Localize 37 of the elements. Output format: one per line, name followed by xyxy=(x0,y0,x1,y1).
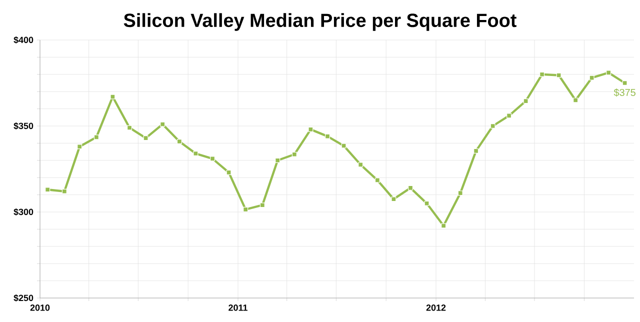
point xyxy=(341,143,346,148)
point xyxy=(490,123,496,128)
point xyxy=(506,113,512,118)
x-tick-label: 2010 xyxy=(30,304,50,311)
point xyxy=(77,144,82,150)
point xyxy=(523,98,528,104)
point xyxy=(275,158,280,163)
point xyxy=(127,125,132,130)
point xyxy=(292,152,297,157)
point xyxy=(210,156,216,162)
y-tick-label: $300 xyxy=(14,208,34,216)
point xyxy=(62,188,67,194)
point xyxy=(441,223,446,228)
y-tick-label: $350 xyxy=(14,122,34,130)
point xyxy=(556,72,562,78)
point xyxy=(424,200,430,206)
point xyxy=(458,190,463,196)
point xyxy=(325,134,330,139)
annotation: $375 xyxy=(614,88,636,97)
x-tick-label: 2011 xyxy=(228,304,248,311)
point xyxy=(160,122,166,127)
point xyxy=(474,148,479,154)
point xyxy=(110,94,116,100)
y-tick-label: $250 xyxy=(14,294,34,302)
point xyxy=(243,206,248,212)
point xyxy=(573,98,578,103)
point xyxy=(606,70,612,76)
chart-title: Silicon Valley Median Price per Square Foot xyxy=(124,13,516,31)
point xyxy=(176,138,182,144)
point xyxy=(589,75,594,80)
point xyxy=(94,134,99,140)
point xyxy=(374,178,380,183)
x-tick-label: 2012 xyxy=(426,304,446,311)
point xyxy=(622,80,628,86)
point xyxy=(358,162,364,168)
y-tick-label: $400 xyxy=(14,36,34,44)
point xyxy=(226,170,232,175)
